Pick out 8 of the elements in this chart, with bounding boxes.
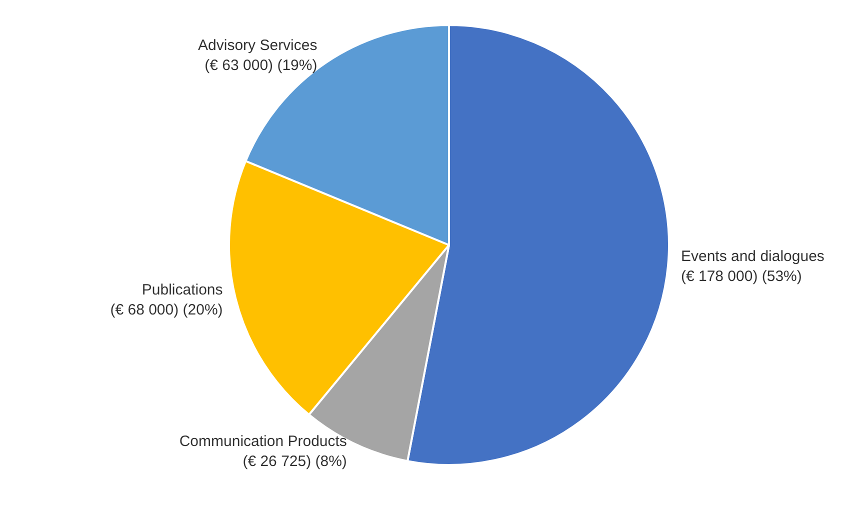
slice-label: Advisory Services	[198, 36, 318, 54]
slice-label: Communication Products	[179, 432, 347, 450]
slice-label: Events and dialogues	[680, 248, 824, 266]
data-label: (€ 68 000) (20%)	[110, 302, 223, 319]
data-label: (€ 63 000) (19%)	[204, 56, 318, 74]
data-label: (€ 26 725) (8%)	[242, 452, 347, 470]
data-label: (€ 178 000) (53%)	[680, 268, 802, 286]
slice-label: Publications	[142, 282, 223, 299]
